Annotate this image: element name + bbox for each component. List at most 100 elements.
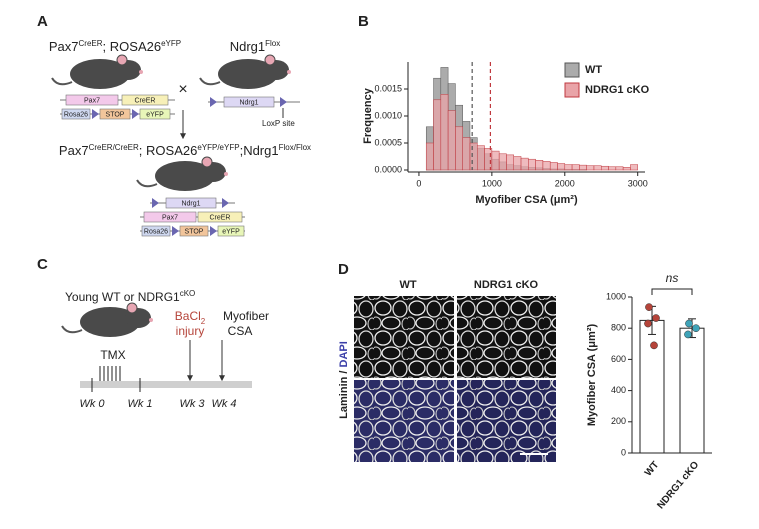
histogram-bar [549,162,558,171]
significance-bracket [651,288,693,295]
histogram-bar [462,137,471,171]
legend-swatch [564,82,580,98]
y-tick-label: 600 [611,354,626,364]
histogram-bar [447,110,456,171]
mouse-ear [126,302,138,314]
week: Wk 3 [179,398,205,410]
gene-box [141,225,171,237]
gene-label: STOP [185,228,204,235]
loxp [280,97,287,107]
micrograph [457,380,556,462]
loxp [152,198,159,208]
genotype-sup: eYFP/eYFP [197,143,239,152]
mouse-ear [116,54,128,66]
x-tick-label: 3000 [628,178,648,188]
cross: × [178,81,187,98]
histogram-bar [506,154,514,171]
y-tick-label: 800 [611,323,626,333]
annotation: ns [666,271,679,285]
legend-label: WT [585,64,602,76]
y-tick-label: 0.0000 [374,164,402,174]
cohort-part: Young WT or NDRG1 [65,290,180,304]
genotype: Pax7CreER; ROSA26eYFP [49,39,181,55]
mouse-tail [61,325,83,334]
micrograph [457,296,556,378]
y-axis-label: Frequency [362,87,374,144]
gene-label: Rosa26 [64,111,88,118]
gene-label: eYFP [146,111,164,118]
bar [679,327,705,454]
genotype-part: Pax7 [49,39,79,54]
stain-part: DAPI [338,341,350,367]
genotype-part: Pax7 [59,143,89,158]
gene-label: STOP [106,111,125,118]
gene-box [223,96,275,108]
genotype-part: ; ROSA26 [139,143,198,158]
data-point [645,303,653,311]
gene-box [121,94,169,106]
histogram-bar [498,153,507,171]
panel-label: C [37,256,48,273]
gene-box [65,94,119,106]
histogram-bar [513,156,522,171]
mouse-nose [287,70,291,74]
histogram-bar [557,163,566,171]
histogram-bar [542,161,551,171]
gene-box [197,211,243,223]
histogram-bar [593,165,602,171]
week: Wk 4 [211,398,236,410]
legend-label: NDRG1 cKO [585,84,650,96]
y-tick-label: 200 [611,416,626,426]
x-tick-label: 2000 [555,178,575,188]
stain-part: Laminin [338,376,350,418]
histogram-bar [622,167,631,171]
genotype-sup: CreER [79,39,103,48]
column-label: NDRG1 cKO [474,279,539,291]
histogram-bar [469,142,478,171]
injury-part: BaCl [175,309,201,323]
gene-box [61,108,91,120]
histogram-bar [433,99,442,171]
data-point [650,341,658,350]
mouse-tail [136,179,158,188]
histogram-bar [615,166,624,171]
x-tick-label: 0 [416,178,421,188]
histogram-bar [586,165,595,171]
gene-box [179,225,209,237]
histogram-bar [579,164,587,171]
gene-label: Ndrg1 [239,99,258,106]
genotype-part: Ndrg1 [230,39,265,54]
y-tick-label: 400 [611,385,626,395]
data-point [685,319,693,328]
y-tick-label: 0.0005 [374,137,402,147]
loxp [172,226,179,236]
histogram-bar [455,126,463,171]
injury-sub: 2 [201,317,206,326]
gene-label: Ndrg1 [181,200,200,207]
y-tick-label: 1000 [606,291,626,301]
mouse-tail [199,77,221,86]
y-tick-label: 0.0010 [374,110,402,120]
histogram-bar [600,165,609,171]
data-point [692,324,700,333]
week: Wk 0 [79,398,105,410]
histogram-bar [477,145,485,171]
cohort-sup: cKO [180,289,196,298]
gene-box [143,211,197,223]
legend-swatch [564,62,580,78]
genotype-sup: Flox [265,39,280,48]
mouse-body [70,59,130,89]
histogram-bar [520,157,529,171]
histogram-bar [630,164,638,171]
readout: CSA [228,324,253,338]
histogram-bar [440,94,449,171]
loxp [210,226,217,236]
injury: injury [176,324,205,338]
mouse-nose [139,70,143,74]
loxp [210,97,217,107]
data-point [684,330,692,339]
readout: Myofiber [223,309,269,323]
panel-label: B [358,13,369,30]
mouse-body [155,161,215,191]
